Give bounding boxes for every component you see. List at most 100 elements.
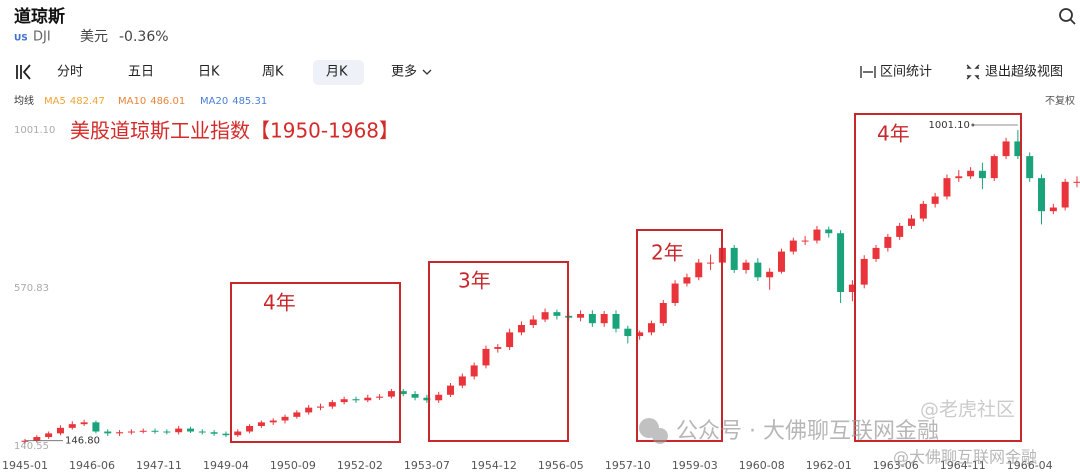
candle-body xyxy=(506,332,514,348)
candle-body xyxy=(636,332,644,337)
candle-body xyxy=(317,406,324,408)
tab[interactable]: 日K xyxy=(198,65,220,80)
candle-body xyxy=(186,428,194,432)
x-tick-label: 1960-08 xyxy=(739,459,785,472)
candle-body xyxy=(695,262,703,278)
candle-body xyxy=(352,399,360,401)
candle-body xyxy=(222,433,230,436)
x-tick-label: 1962-01 xyxy=(806,459,852,472)
ma-value: 485.31 xyxy=(232,96,267,107)
min-label: 146.80 xyxy=(65,436,100,447)
candle-body xyxy=(707,262,715,264)
x-tick-label: 1953-07 xyxy=(404,459,450,472)
period-label: 4年 xyxy=(877,122,910,146)
candle-body xyxy=(281,416,289,421)
candle-body xyxy=(257,422,265,427)
x-tick-label: 1952-02 xyxy=(337,459,383,472)
ma-label: 均线 xyxy=(14,94,34,107)
ma-name: MA5 xyxy=(44,96,66,107)
candle-body xyxy=(517,325,525,333)
candle-body xyxy=(45,433,53,438)
candle-body xyxy=(860,258,868,285)
candle-body xyxy=(104,431,112,434)
candle-body xyxy=(848,284,856,292)
tab[interactable]: 五日 xyxy=(128,65,154,80)
candle-body xyxy=(825,229,833,234)
annotation: 美股道琼斯工业指数【1950-1968】 xyxy=(70,119,399,143)
candle-body xyxy=(305,407,313,413)
action[interactable]: 退出超级视图 xyxy=(985,65,1063,80)
candle-body xyxy=(647,323,655,333)
candle-body xyxy=(470,365,478,377)
x-tick-label: 1949-04 xyxy=(203,459,249,472)
x-tick-label: 1959-03 xyxy=(672,459,718,472)
candle-body xyxy=(801,240,809,242)
candle-body xyxy=(1026,156,1034,179)
action[interactable]: 区间统计 xyxy=(880,65,932,80)
candle-body xyxy=(683,277,691,284)
x-tick-label: 1954-12 xyxy=(471,459,517,472)
candle-body xyxy=(553,312,561,316)
ma-value: 482.47 xyxy=(70,96,105,107)
candle-body xyxy=(730,247,738,270)
period-box xyxy=(854,113,1022,442)
candle-body xyxy=(955,176,963,179)
candle-body xyxy=(163,431,171,433)
x-tick-label: 1957-10 xyxy=(605,459,651,472)
candle-body xyxy=(328,402,336,407)
candle-body xyxy=(21,440,29,442)
max-dot xyxy=(971,123,975,127)
period-label: 2年 xyxy=(651,241,684,265)
candle-body xyxy=(577,314,585,318)
candle-body xyxy=(1073,181,1080,183)
watermark: @老虎社区 xyxy=(920,399,1015,421)
candle-body xyxy=(1038,178,1046,212)
x-tick-label: 1950-09 xyxy=(270,459,316,472)
collapse-icon[interactable] xyxy=(16,64,31,80)
search-icon[interactable] xyxy=(1059,8,1076,25)
candle-body xyxy=(246,426,254,432)
adjust[interactable]: 不复权 xyxy=(1045,94,1075,107)
candle-body xyxy=(612,314,620,329)
tab[interactable]: 分时 xyxy=(57,65,83,80)
candle-body xyxy=(884,236,892,248)
candle-body xyxy=(269,420,277,423)
candle-body xyxy=(1014,141,1022,157)
candle-body xyxy=(541,312,549,320)
x-tick-label: 1946-06 xyxy=(69,459,115,472)
candle-body xyxy=(210,432,218,434)
symbol: DJI xyxy=(33,30,51,45)
plot: 1001.10 570.83 140.55 1945-01 1946-06 1947-11… xyxy=(2,120,1080,472)
candle-body xyxy=(411,394,419,398)
market: US xyxy=(14,34,28,44)
period-box xyxy=(428,261,569,442)
watermark: @大佛聊互联网金融 xyxy=(893,448,1037,467)
candle-body xyxy=(813,229,821,241)
x-tick-label: 1964-11 xyxy=(940,459,986,472)
ma-name: MA10 xyxy=(118,96,146,107)
candle-body xyxy=(588,314,596,324)
y-tick-label: 1001.10 xyxy=(14,125,55,136)
candle-body xyxy=(624,328,632,337)
candle-body xyxy=(789,240,797,252)
tab[interactable]: 更多 xyxy=(391,64,417,80)
x-tick-label: 1966-04 xyxy=(1007,459,1053,472)
tab[interactable]: 周K xyxy=(262,65,284,80)
candle-body xyxy=(482,348,490,366)
candle-body xyxy=(33,437,41,441)
x-tick-label: 1956-05 xyxy=(538,459,584,472)
tab[interactable]: 月K xyxy=(326,65,348,80)
candle-body xyxy=(116,432,124,434)
candle-body xyxy=(777,251,785,272)
stock-title: 道琼斯 xyxy=(14,6,65,27)
candle-body xyxy=(671,283,679,303)
candle-body xyxy=(837,233,845,292)
candle-body xyxy=(92,422,100,432)
y-tick-label: 140.55 xyxy=(14,441,49,452)
candle-body xyxy=(529,319,537,326)
candle-body xyxy=(56,427,64,434)
candle-body xyxy=(978,170,986,179)
candle-body xyxy=(600,314,608,324)
candle-body xyxy=(967,170,975,177)
